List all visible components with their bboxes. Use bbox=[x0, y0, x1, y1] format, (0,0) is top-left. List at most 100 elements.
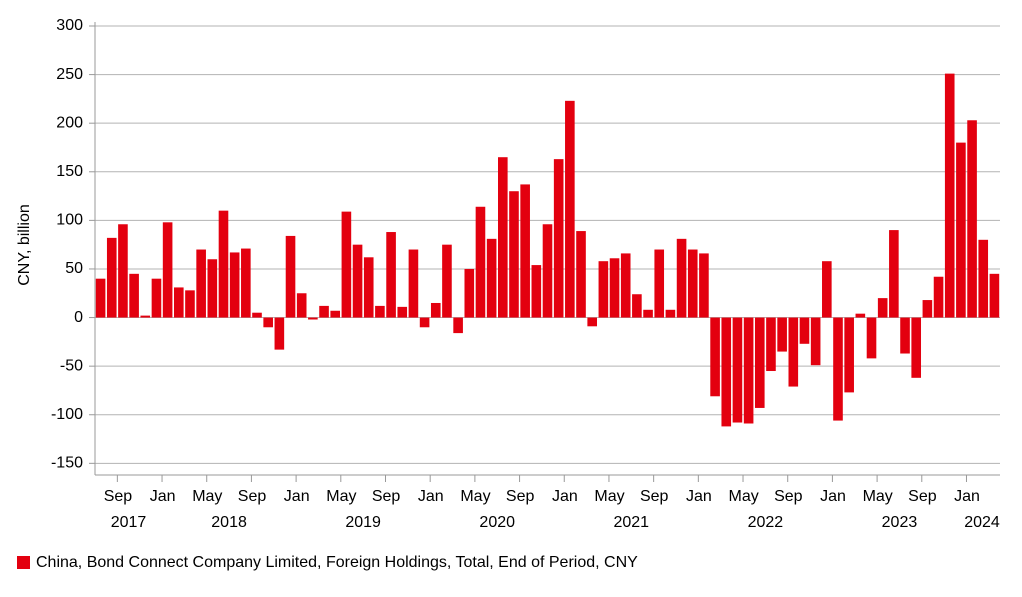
bar bbox=[319, 305, 329, 318]
x-tick-label: Jan bbox=[418, 488, 444, 505]
bar bbox=[833, 317, 843, 421]
bar bbox=[140, 315, 151, 318]
bar bbox=[464, 268, 475, 318]
bar bbox=[989, 273, 1000, 318]
bar bbox=[598, 261, 609, 318]
x-tick-label: Jan bbox=[284, 488, 310, 505]
x-tick-label: Sep bbox=[372, 488, 401, 505]
bar bbox=[676, 238, 687, 318]
bar bbox=[475, 206, 486, 318]
bar bbox=[654, 249, 665, 318]
x-tick-label: May bbox=[326, 488, 356, 505]
x-year-label: 2024 bbox=[964, 514, 1000, 531]
bar bbox=[609, 258, 620, 318]
x-tick-label: Jan bbox=[686, 488, 712, 505]
bar bbox=[743, 317, 754, 424]
bar bbox=[386, 232, 396, 318]
x-tick-label: Sep bbox=[640, 488, 669, 505]
bar bbox=[453, 317, 463, 334]
y-tick-label: 50 bbox=[65, 260, 83, 277]
bar bbox=[341, 211, 352, 318]
bar bbox=[218, 210, 229, 318]
bar bbox=[732, 317, 743, 423]
bar bbox=[933, 276, 944, 318]
x-year-label: 2020 bbox=[479, 514, 515, 531]
legend-label: China, Bond Connect Company Limited, For… bbox=[36, 554, 638, 571]
x-tick-label: Sep bbox=[506, 488, 535, 505]
x-year-label: 2019 bbox=[345, 514, 381, 531]
x-tick-label: Jan bbox=[150, 488, 176, 505]
x-tick-label: May bbox=[594, 488, 624, 505]
bar bbox=[430, 302, 441, 318]
bar bbox=[408, 249, 419, 318]
bar bbox=[151, 278, 162, 318]
bar bbox=[565, 100, 575, 318]
bar bbox=[620, 253, 631, 318]
bar bbox=[173, 287, 184, 318]
x-year-label: 2022 bbox=[748, 514, 784, 531]
bar bbox=[710, 317, 720, 397]
bar bbox=[531, 265, 542, 318]
y-axis-label: CNY, billion bbox=[16, 204, 33, 286]
x-tick-label: May bbox=[192, 488, 222, 505]
bar bbox=[967, 120, 977, 318]
bar bbox=[229, 252, 240, 318]
x-year-label: 2018 bbox=[211, 514, 247, 531]
bar bbox=[509, 191, 519, 318]
bar bbox=[844, 317, 854, 393]
bar bbox=[855, 313, 866, 318]
bar bbox=[419, 317, 430, 328]
x-tick-label: May bbox=[863, 488, 893, 505]
y-tick-label: -50 bbox=[60, 357, 83, 374]
y-tick-label: -150 bbox=[51, 455, 83, 472]
y-tick-label: 300 bbox=[56, 17, 83, 34]
x-tick-label: Sep bbox=[238, 488, 267, 505]
bar bbox=[721, 317, 732, 427]
bar bbox=[263, 317, 273, 328]
bar bbox=[553, 159, 564, 318]
bar bbox=[207, 259, 218, 318]
bar bbox=[118, 224, 128, 318]
bar bbox=[877, 298, 888, 318]
bar bbox=[822, 261, 832, 318]
bar bbox=[296, 293, 307, 318]
bar bbox=[699, 253, 709, 318]
bar bbox=[308, 317, 318, 320]
x-tick-label: May bbox=[728, 488, 758, 505]
y-tick-label: -100 bbox=[51, 406, 83, 423]
bar bbox=[587, 317, 597, 327]
bar bbox=[129, 273, 139, 318]
legend-swatch bbox=[17, 556, 30, 569]
bar bbox=[632, 294, 642, 318]
bar bbox=[241, 248, 251, 318]
bar bbox=[889, 230, 899, 318]
x-tick-label: May bbox=[460, 488, 490, 505]
x-tick-label: Sep bbox=[774, 488, 803, 505]
bar bbox=[944, 73, 955, 318]
bar bbox=[185, 290, 195, 318]
bar bbox=[486, 238, 497, 318]
bar bbox=[330, 310, 341, 318]
x-year-label: 2023 bbox=[882, 514, 918, 531]
bar bbox=[978, 239, 989, 318]
bar bbox=[352, 244, 363, 318]
y-tick-label: 200 bbox=[56, 114, 83, 131]
bar bbox=[274, 317, 285, 350]
bar bbox=[397, 306, 408, 318]
bar bbox=[911, 317, 922, 378]
y-tick-label: 150 bbox=[56, 163, 83, 180]
bar bbox=[956, 142, 966, 318]
x-tick-label: Sep bbox=[908, 488, 937, 505]
bar bbox=[788, 317, 799, 387]
x-tick-label: Sep bbox=[104, 488, 133, 505]
y-tick-label: 250 bbox=[56, 66, 83, 83]
bar bbox=[162, 222, 173, 318]
bar bbox=[285, 235, 296, 318]
bar bbox=[520, 184, 530, 318]
bar bbox=[542, 224, 553, 318]
bar bbox=[576, 231, 586, 318]
bar bbox=[106, 237, 117, 318]
x-tick-label: Jan bbox=[820, 488, 846, 505]
bar bbox=[799, 317, 810, 344]
bar bbox=[900, 317, 910, 354]
